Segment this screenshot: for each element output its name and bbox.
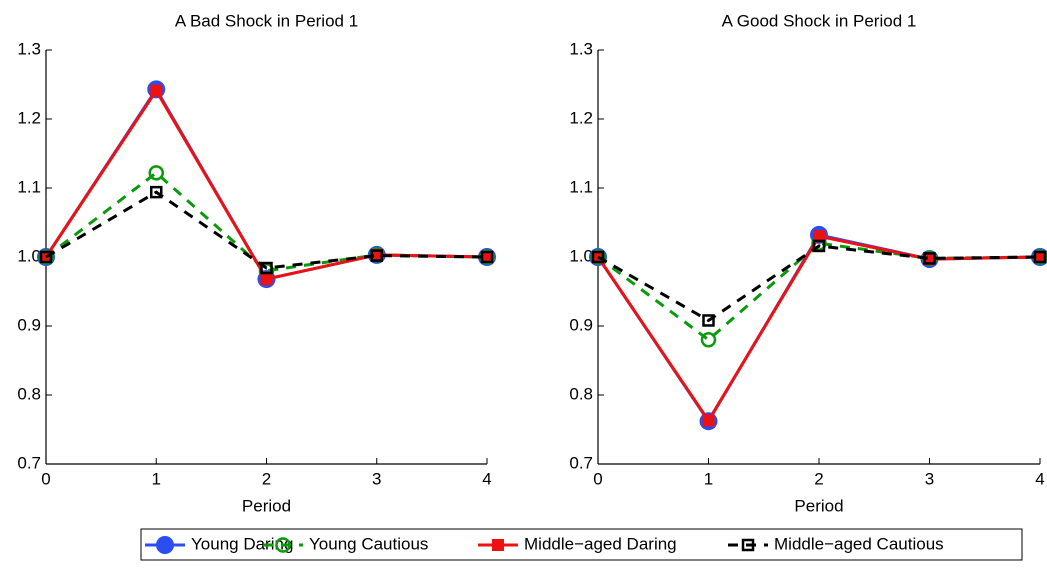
chart-title: A Bad Shock in Period 1: [175, 11, 358, 30]
marker: [923, 252, 936, 265]
marker: [260, 273, 273, 286]
marker: [923, 253, 936, 266]
marker: [702, 314, 715, 327]
y-tick-label: 1.3: [569, 39, 593, 58]
x-tick-label: 4: [1035, 469, 1044, 488]
x-tick-label: 3: [925, 469, 934, 488]
marker: [812, 239, 826, 253]
series-line: [44, 86, 488, 281]
y-tick-label: 0.9: [569, 315, 593, 334]
marker: [150, 84, 163, 97]
legend-marker: [741, 538, 755, 552]
legend-marker: [275, 537, 291, 553]
x-tick-label: 4: [482, 469, 491, 488]
x-tick-label: 1: [152, 469, 161, 488]
y-tick-label: 1.1: [569, 177, 593, 196]
x-tick-label: 3: [372, 469, 381, 488]
x-tick-label: 0: [41, 469, 50, 488]
marker: [481, 251, 493, 263]
series-line: [596, 233, 1041, 425]
marker: [150, 185, 163, 199]
y-tick-label: 1.3: [17, 39, 41, 58]
marker: [480, 250, 494, 264]
marker: [700, 332, 717, 348]
legend-label: Young Cautious: [309, 534, 428, 553]
legend-label: Middle−aged Cautious: [774, 534, 944, 553]
y-tick-label: 1.0: [569, 246, 593, 265]
y-tick-label: 0.7: [17, 453, 41, 472]
legend-label: Young Daring: [191, 534, 293, 553]
legend-marker: [492, 539, 504, 551]
series-line: [597, 244, 1041, 323]
legend-marker: [156, 536, 174, 554]
y-tick-label: 1.0: [17, 246, 41, 265]
marker: [1034, 251, 1046, 263]
series-line: [596, 234, 1041, 424]
x-axis-label: Period: [794, 496, 843, 515]
chart-title: A Good Shock in Period 1: [722, 11, 917, 30]
marker: [39, 250, 53, 264]
marker: [1033, 250, 1047, 264]
y-tick-label: 1.2: [569, 108, 593, 127]
x-tick-label: 0: [593, 469, 602, 488]
x-tick-label: 2: [262, 469, 271, 488]
marker: [702, 414, 715, 427]
y-tick-label: 0.8: [569, 384, 593, 403]
series-line: [44, 87, 488, 281]
marker: [591, 250, 605, 264]
marker: [813, 230, 825, 243]
series-line: [45, 190, 488, 270]
legend-label: Middle−aged Daring: [524, 534, 677, 553]
marker: [148, 165, 164, 181]
marker: [370, 249, 383, 262]
y-tick-label: 1.1: [17, 177, 41, 196]
marker: [38, 249, 54, 265]
x-tick-label: 1: [704, 469, 713, 488]
y-tick-label: 0.7: [569, 453, 593, 472]
x-tick-label: 2: [814, 469, 823, 488]
x-axis-label: Period: [242, 496, 291, 515]
marker: [260, 261, 273, 275]
marker: [370, 248, 383, 261]
y-tick-label: 0.8: [17, 384, 41, 403]
marker: [590, 249, 606, 265]
y-tick-label: 1.2: [17, 108, 41, 127]
y-tick-label: 0.9: [17, 315, 41, 334]
